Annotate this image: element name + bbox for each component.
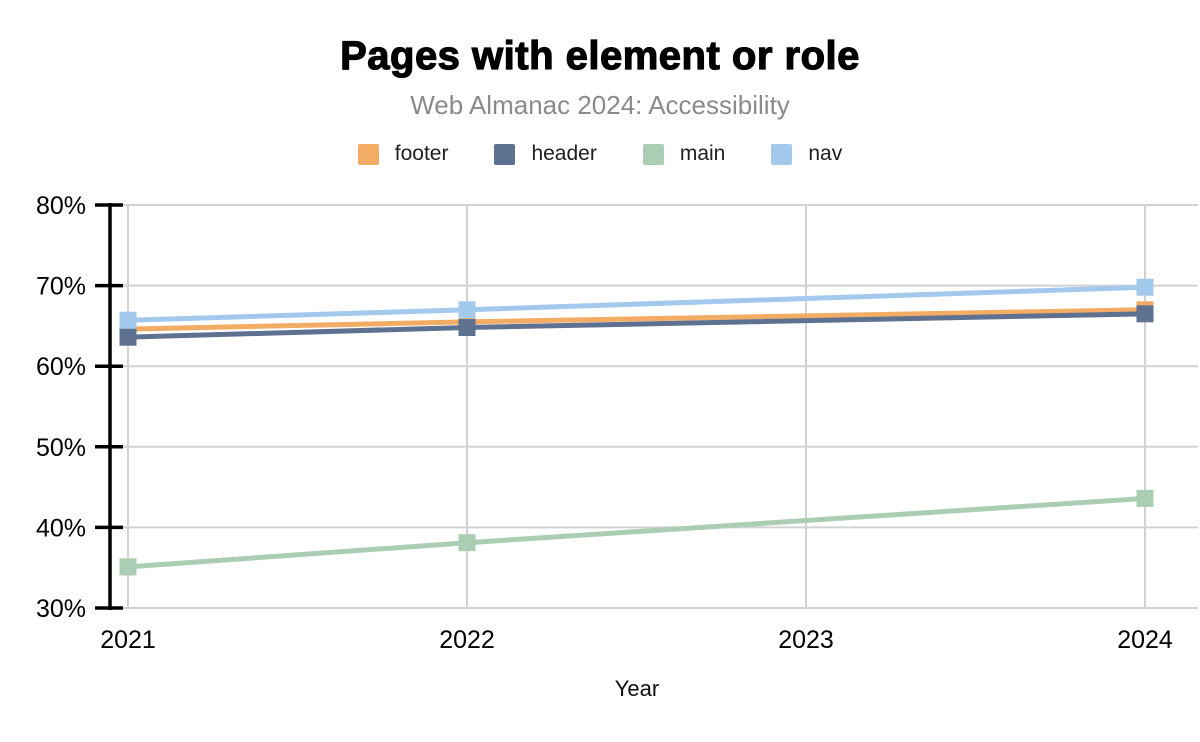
x-tick-label-2021: 2021 <box>100 626 156 654</box>
legend-label-footer: footer <box>394 142 449 165</box>
x-tick-label-2024: 2024 <box>1117 626 1173 654</box>
y-tick-label-70: 70% <box>36 273 86 301</box>
legend-item-footer: footer <box>357 142 449 166</box>
x-axis-title: Year <box>614 676 660 701</box>
series-marker-main-1 <box>458 534 476 552</box>
chart-subtitle: Web Almanac 2024: Accessibility <box>410 90 790 120</box>
series-marker-header-0 <box>119 328 137 346</box>
y-tick-label-30: 30% <box>36 595 86 623</box>
y-tick-label-40: 40% <box>36 514 86 542</box>
legend-label-main: main <box>679 142 726 165</box>
y-tick-label-60: 60% <box>36 353 86 381</box>
series-marker-main-0 <box>119 558 137 576</box>
legend-swatch-footer-icon <box>357 143 379 165</box>
y-tick-label-50: 50% <box>36 434 86 462</box>
legend-label-nav: nav <box>808 142 843 165</box>
y-tick-label-80: 80% <box>36 192 86 220</box>
series-marker-nav-2 <box>1136 278 1154 296</box>
legend-item-nav: nav <box>771 142 842 166</box>
legend-label-header: header <box>531 142 597 165</box>
series-marker-main-2 <box>1136 489 1154 507</box>
x-tick-label-2022: 2022 <box>439 626 495 654</box>
legend-swatch-header-icon <box>494 143 516 165</box>
x-tick-label-2023: 2023 <box>778 626 834 654</box>
series-marker-nav-0 <box>119 311 137 329</box>
legend: footer header main nav <box>0 142 1200 166</box>
chart-title: Pages with element or role <box>339 33 860 78</box>
legend-item-main: main <box>642 142 726 166</box>
series-marker-header-2 <box>1136 305 1154 323</box>
legend-swatch-main-icon <box>642 143 664 165</box>
legend-swatch-nav-icon <box>771 143 793 165</box>
series-line-main <box>127 495 1146 570</box>
series-marker-header-1 <box>458 319 476 337</box>
series-marker-nav-1 <box>458 301 476 319</box>
legend-item-header: header <box>494 142 597 166</box>
